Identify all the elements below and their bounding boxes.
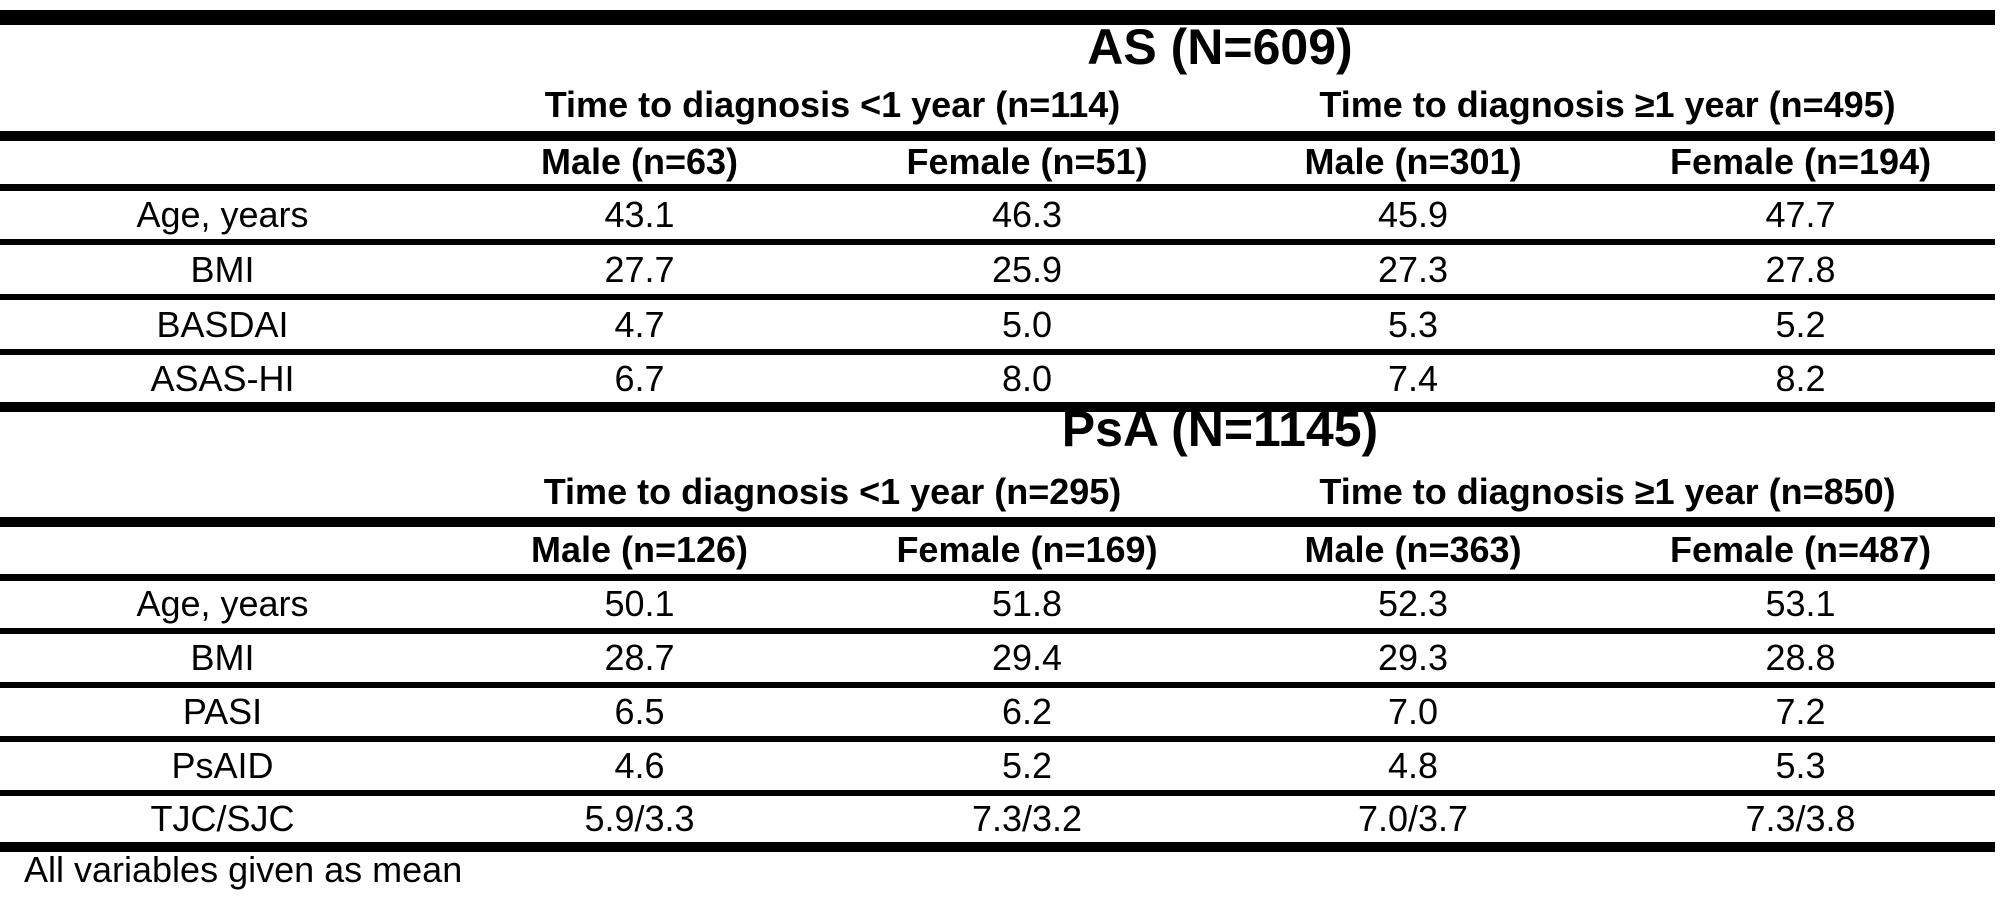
psa-group-header-row: Time to diagnosis <1 year (n=295) Time t… <box>0 467 1996 527</box>
data-cell: 6.7 <box>445 352 834 412</box>
data-cell: 6.2 <box>834 685 1221 742</box>
data-cell: 50.1 <box>445 577 834 634</box>
data-cell: 7.3/3.8 <box>1606 793 1996 852</box>
data-cell: 5.0 <box>834 297 1221 355</box>
psa-column-header-row: Male (n=126) Female (n=169) Male (n=363)… <box>0 522 1996 581</box>
table-row: ASAS-HI 6.7 8.0 7.4 8.2 <box>0 352 1996 412</box>
column-header: Female (n=487) <box>1606 522 1996 581</box>
data-cell: 7.0/3.7 <box>1220 793 1607 852</box>
row-label: TJC/SJC <box>0 793 445 852</box>
column-header: Female (n=194) <box>1606 136 1996 191</box>
data-cell: 29.3 <box>1220 631 1607 688</box>
table-row: BMI 27.7 25.9 27.3 27.8 <box>0 242 1996 300</box>
data-cell: 29.4 <box>834 631 1221 688</box>
data-cell: 46.3 <box>834 187 1221 245</box>
data-cell: 45.9 <box>1220 187 1607 245</box>
data-cell: 8.2 <box>1606 352 1996 412</box>
corner-cell <box>0 522 445 581</box>
data-cell: 51.8 <box>834 577 1221 634</box>
column-header: Male (n=363) <box>1220 522 1607 581</box>
row-label: BMI <box>0 631 445 688</box>
data-cell: 4.8 <box>1220 739 1607 796</box>
data-cell: 7.0 <box>1220 685 1607 742</box>
corner-cell <box>0 467 445 527</box>
group-header: Time to diagnosis <1 year (n=114) <box>445 78 1221 141</box>
data-cell: 4.6 <box>445 739 834 796</box>
data-cell: 6.5 <box>445 685 834 742</box>
corner-cell <box>0 136 445 191</box>
column-header: Male (n=126) <box>445 522 834 581</box>
data-cell: 4.7 <box>445 297 834 355</box>
as-group-header-row: Time to diagnosis <1 year (n=114) Time t… <box>0 78 1996 141</box>
data-cell: 27.8 <box>1606 242 1996 300</box>
top-rule <box>0 10 1995 25</box>
table-row: Age, years 43.1 46.3 45.9 47.7 <box>0 187 1996 245</box>
data-cell: 47.7 <box>1606 187 1996 245</box>
psa-table-title: PsA (N=1145) <box>1061 401 1379 457</box>
data-cell: 8.0 <box>834 352 1221 412</box>
row-label: ASAS-HI <box>0 352 445 412</box>
data-cell: 5.2 <box>834 739 1221 796</box>
row-label: Age, years <box>0 187 445 245</box>
column-header: Female (n=169) <box>834 522 1221 581</box>
row-label: PASI <box>0 685 445 742</box>
table-row: TJC/SJC 5.9/3.3 7.3/3.2 7.0/3.7 7.3/3.8 <box>0 793 1996 852</box>
as-table-title: AS (N=609) <box>1087 19 1353 75</box>
as-column-header-row: Male (n=63) Female (n=51) Male (n=301) F… <box>0 136 1996 191</box>
row-label: BMI <box>0 242 445 300</box>
column-header: Male (n=301) <box>1220 136 1607 191</box>
group-header: Time to diagnosis <1 year (n=295) <box>445 467 1221 527</box>
data-cell: 25.9 <box>834 242 1221 300</box>
group-header: Time to diagnosis ≥1 year (n=495) <box>1220 78 1996 141</box>
table-row: PsAID 4.6 5.2 4.8 5.3 <box>0 739 1996 796</box>
data-cell: 53.1 <box>1606 577 1996 634</box>
corner-cell <box>0 78 445 141</box>
data-cell: 27.7 <box>445 242 834 300</box>
data-cell: 7.2 <box>1606 685 1996 742</box>
table-row: BMI 28.7 29.4 29.3 28.8 <box>0 631 1996 688</box>
data-cell: 5.3 <box>1220 297 1607 355</box>
group-header: Time to diagnosis ≥1 year (n=850) <box>1220 467 1996 527</box>
data-cell: 27.3 <box>1220 242 1607 300</box>
table-row: PASI 6.5 6.2 7.0 7.2 <box>0 685 1996 742</box>
data-cell: 28.7 <box>445 631 834 688</box>
psa-table: Time to diagnosis <1 year (n=295) Time t… <box>0 467 1996 852</box>
data-cell: 43.1 <box>445 187 834 245</box>
data-cell: 28.8 <box>1606 631 1996 688</box>
row-label: Age, years <box>0 577 445 634</box>
data-cell: 7.4 <box>1220 352 1607 412</box>
row-label: BASDAI <box>0 297 445 355</box>
table-row: BASDAI 4.7 5.0 5.3 5.2 <box>0 297 1996 355</box>
data-cell: 5.2 <box>1606 297 1996 355</box>
row-label: PsAID <box>0 739 445 796</box>
data-cell: 5.3 <box>1606 739 1996 796</box>
as-table: Time to diagnosis <1 year (n=114) Time t… <box>0 78 1996 412</box>
column-header: Male (n=63) <box>445 136 834 191</box>
column-header: Female (n=51) <box>834 136 1221 191</box>
data-cell: 7.3/3.2 <box>834 793 1221 852</box>
data-cell: 5.9/3.3 <box>445 793 834 852</box>
table-row: Age, years 50.1 51.8 52.3 53.1 <box>0 577 1996 634</box>
data-cell: 52.3 <box>1220 577 1607 634</box>
footnote: All variables given as mean <box>24 849 463 890</box>
